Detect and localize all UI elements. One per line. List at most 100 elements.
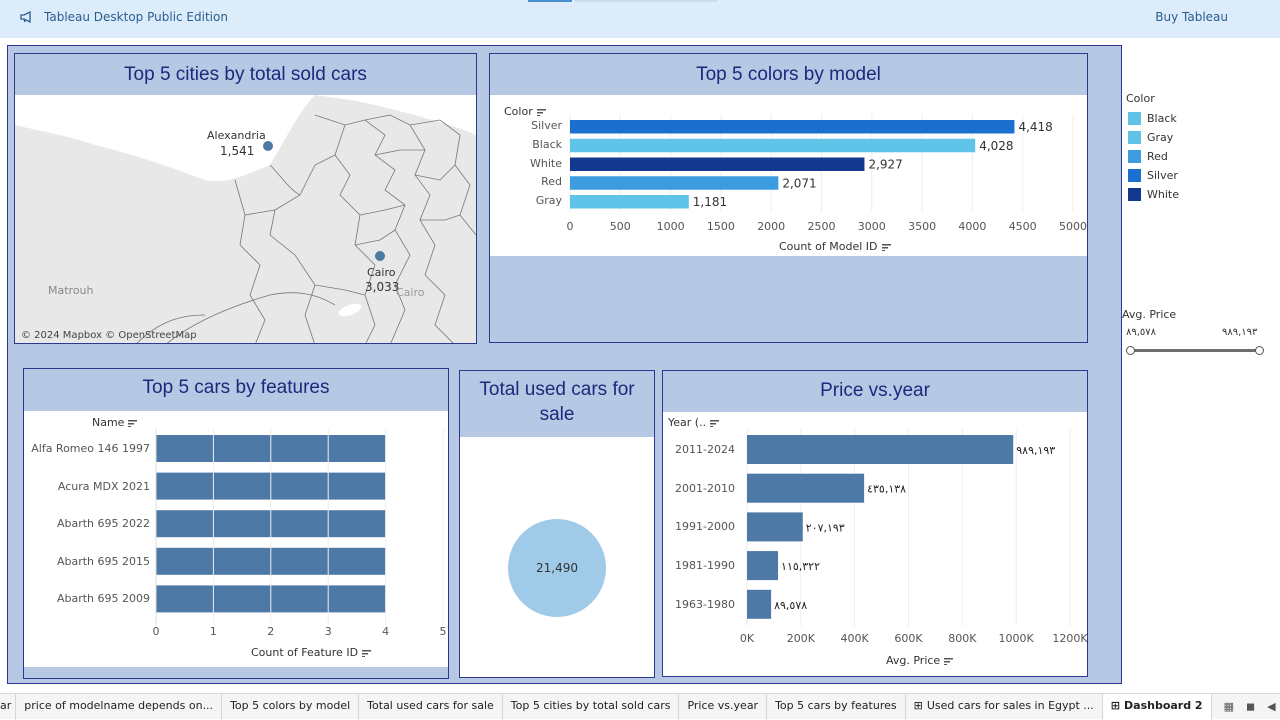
price-category-label[interactable]: 1963-1980 (675, 597, 735, 611)
colors-category-label[interactable]: Black (532, 137, 562, 151)
colors-category-label[interactable]: Red (541, 175, 562, 189)
sheet-tab[interactable]: Top 5 colors by model (222, 693, 360, 720)
colors-bar[interactable] (570, 120, 1015, 134)
sort-icon[interactable] (536, 108, 546, 116)
price-x-axis-title[interactable]: Avg. Price (886, 654, 954, 667)
colors-axis-color-header[interactable]: Color (504, 105, 546, 118)
price-bar[interactable] (747, 473, 865, 503)
sheet-tab[interactable]: Price vs.year (679, 693, 768, 720)
colors-category-label[interactable]: Silver (531, 119, 562, 132)
sheet-tab-label: Dashboard 2 (1124, 698, 1203, 712)
legend-label: Black (1147, 112, 1177, 125)
map-label-matrouh: Matrouh (48, 284, 94, 297)
price-category-label[interactable]: 2011-2024 (675, 443, 735, 456)
colors-category-label[interactable]: White (530, 156, 562, 170)
sheet-tab-label: Top 5 cities by total sold cars (510, 698, 671, 712)
sort-icon[interactable] (362, 649, 372, 657)
features-bars (155, 429, 444, 625)
grid-view-icon[interactable]: ▦ (1223, 700, 1234, 713)
dashboard: Top 5 cities by total sold cars (7, 45, 1122, 684)
legend-item[interactable]: Silver (1126, 166, 1276, 185)
price-x-tick: 400K (840, 632, 869, 645)
avg-price-slider-track[interactable] (1128, 349, 1258, 352)
sheet-tab[interactable]: ⊞ Used cars for sales in Egypt ... (906, 693, 1103, 720)
sheet-tab-label: Price vs.year (687, 698, 759, 712)
legend-item[interactable]: White (1126, 185, 1276, 204)
colors-x-tick: 3000 (857, 220, 886, 233)
price-bar[interactable] (747, 435, 1014, 464)
price-bars: ٩٨٩,١٩٣ ٤٣٥,١٣٨ ٢٠٧,١٩٣ ١١٥,٣٢٢ ٨٩,٥٧٨ (746, 429, 1071, 626)
sort-icon[interactable] (881, 243, 891, 251)
features-x-tick: 4 (382, 625, 390, 638)
sort-icon[interactable] (128, 419, 138, 427)
sheet-tab[interactable]: ar (0, 693, 17, 720)
map-point-cairo[interactable] (375, 251, 385, 261)
price-bar[interactable] (747, 512, 803, 542)
colors-x-tick: 4000 (958, 220, 987, 233)
price-value-label: ٨٩,٥٧٨ (774, 599, 807, 612)
app-title: Tableau Desktop Public Edition (20, 10, 228, 24)
price-bar[interactable] (747, 589, 772, 619)
legend-item[interactable]: Red (1126, 147, 1276, 166)
features-category-label[interactable]: Acura MDX 2021 (57, 479, 150, 493)
sheet-tab[interactable]: ⊞ Dashboard 2 (1102, 693, 1212, 720)
price-value-label: ٢٠٧,١٩٣ (806, 521, 845, 534)
colors-value-label: 1,181 (693, 195, 727, 209)
price-year-header[interactable]: Year (.. (668, 416, 720, 429)
features-category-label[interactable]: Abarth 695 2009 (56, 592, 150, 606)
legend-item[interactable]: Black (1126, 109, 1276, 128)
sheet-tab[interactable]: Total used cars for sale (359, 693, 503, 720)
colors-bar[interactable] (570, 195, 689, 209)
sheet-tab-label: Total used cars for sale (367, 698, 494, 712)
colors-bar[interactable] (570, 176, 779, 190)
colors-x-axis-title[interactable]: Count of Model ID (779, 240, 891, 253)
sheet-tab-label: price of modelname depends on... (24, 698, 214, 712)
colors-x-tick: 2000 (757, 220, 786, 233)
colors-panel: Top 5 colors by model Color Silver Black W… (489, 53, 1088, 343)
avg-price-slider-min-handle[interactable] (1126, 346, 1135, 355)
colors-x-tick: 500 (609, 220, 631, 233)
colors-x-tick: 2500 (807, 220, 836, 233)
prev-sheet-icon[interactable]: ◀ (1267, 700, 1276, 713)
city-name-cairo: Cairo (367, 266, 396, 279)
price-value-label: ٤٣٥,١٣٨ (867, 483, 906, 496)
sheet-tab[interactable]: Top 5 cars by features (767, 693, 906, 720)
legend-item[interactable]: Gray (1126, 128, 1276, 147)
colors-x-tick: 1500 (706, 220, 735, 233)
map-point-alexandria[interactable] (263, 141, 273, 151)
sort-icon[interactable] (944, 657, 954, 665)
price-category-label[interactable]: 1981-1990 (675, 559, 735, 573)
sheet-tab[interactable]: Top 5 cities by total sold cars (503, 693, 680, 720)
price-category-label[interactable]: 1991-2000 (675, 520, 735, 534)
avg-price-slider-max-handle[interactable] (1255, 346, 1264, 355)
price-bar[interactable] (747, 551, 779, 581)
legend-title: Color (1126, 92, 1155, 105)
price-x-tick: 200K (786, 632, 815, 645)
price-x-tick: 600K (894, 632, 923, 645)
colors-category-label[interactable]: Gray (535, 194, 562, 207)
colors-bar[interactable] (570, 138, 976, 153)
features-category-label[interactable]: Abarth 695 2022 (56, 517, 150, 531)
film-strip-icon[interactable]: ◼ (1246, 700, 1256, 713)
price-x-tick: 0K (739, 632, 755, 645)
features-category-label[interactable]: Alfa Romeo 146 1997 (31, 442, 150, 455)
price-category-label[interactable]: 2001-2010 (675, 481, 735, 495)
megaphone-icon (20, 11, 31, 23)
price-value-label: ٩٨٩,١٩٣ (1016, 444, 1055, 457)
price-x-tick: 800K (948, 632, 977, 645)
total-circle[interactable] (508, 519, 606, 617)
features-x-tick: 2 (267, 625, 275, 638)
colors-bar[interactable] (570, 157, 865, 172)
features-name-header[interactable]: Name (92, 416, 138, 429)
features-x-axis-title[interactable]: Count of Feature ID (251, 646, 372, 659)
story-grid-icon: ⊞ (913, 698, 923, 712)
buy-tableau-link[interactable]: Buy Tableau (1155, 10, 1228, 24)
map-canvas[interactable] (15, 95, 476, 344)
features-category-label[interactable]: Abarth 695 2015 (56, 554, 150, 568)
colors-value-label: 4,418 (1018, 120, 1052, 134)
sort-icon[interactable] (710, 419, 720, 427)
sheet-tab[interactable]: price of modelname depends on... (16, 693, 223, 720)
legend-label: White (1147, 188, 1179, 201)
sheet-tab-label: Top 5 cars by features (775, 698, 897, 712)
map-attribution[interactable]: © 2024 Mapbox © OpenStreetMap (21, 330, 197, 341)
